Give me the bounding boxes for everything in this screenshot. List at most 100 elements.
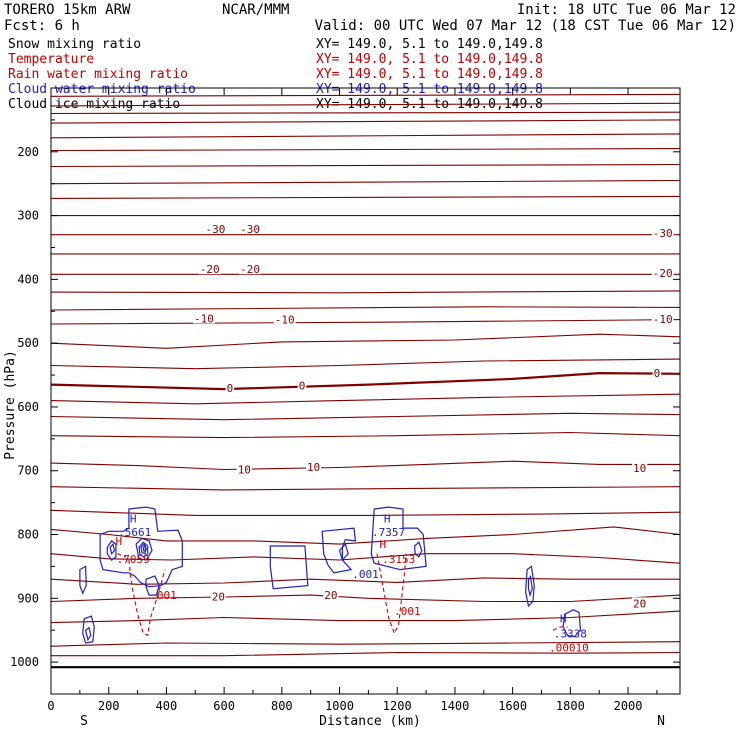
cloud-water-label: .3338	[554, 627, 587, 640]
temperature-label: 20	[212, 590, 225, 603]
y-tick-label: 600	[17, 400, 39, 414]
rain-label: .001	[394, 605, 421, 618]
temperature-label: 20	[633, 597, 646, 610]
temperature-label: 0	[654, 367, 661, 380]
temperature-contour	[51, 333, 680, 349]
field-name-cloud-ice: Cloud ice mixing ratio	[8, 97, 180, 112]
temperature-contour	[51, 371, 680, 391]
field-legend: Snow mixing ratio XY= 149.0, 5.1 to 149.…	[8, 37, 543, 112]
x-tick-label: 800	[271, 699, 293, 713]
temperature-label: -10	[275, 314, 295, 327]
temperature-label-bg	[198, 263, 221, 275]
cloud-water-contour	[135, 537, 153, 561]
cloud-water-contour	[321, 527, 357, 574]
x-tick-label: 1400	[440, 699, 469, 713]
y-tick-label: 200	[17, 145, 39, 159]
field-xy-temperature: XY= 149.0, 5.1 to 149.0,149.8	[316, 52, 543, 67]
rain-contour	[376, 553, 407, 635]
cloud-water-contour	[413, 541, 423, 558]
temperature-contour	[51, 651, 680, 657]
rain-label: .00010	[549, 641, 589, 654]
temperature-label: -30	[240, 223, 260, 236]
rain-label: .7059	[117, 553, 150, 566]
cloud-water-contour	[338, 542, 349, 562]
temperature-contour	[51, 393, 680, 405]
temperature-contour	[51, 102, 680, 107]
temperature-contour	[51, 509, 680, 516]
rain-contour	[552, 626, 568, 631]
temperature-label-bg	[652, 367, 662, 379]
temperature-contour	[51, 460, 680, 471]
temperature-contour	[51, 319, 680, 325]
temperature-contour	[51, 306, 680, 311]
temperature-contour	[51, 553, 680, 564]
temperature-contour	[51, 594, 680, 603]
cloud-water-label: H	[130, 513, 137, 526]
plot-area: -30 -30 -30 -20 -20 -20 -10 -10 -10 0 0 0 10 10 10 20 20…	[10, 87, 681, 713]
cloud-water-contour	[138, 541, 149, 558]
y-tick-label: 400	[17, 272, 39, 286]
x-tick-label: 600	[213, 699, 235, 713]
init-time: Init: 18 UTC Tue 06 Mar 12	[517, 2, 736, 18]
x-tick-label: 1000	[325, 699, 354, 713]
rain-label: .3153	[382, 553, 415, 566]
temperature-label-bg	[236, 463, 252, 475]
field-xy-rain: XY= 149.0, 5.1 to 149.0,149.8	[316, 67, 543, 82]
field-name-cloud-water: Cloud water mixing ratio	[8, 82, 196, 97]
field-xy-cloud-water: XY= 149.0, 5.1 to 149.0,149.8	[316, 82, 543, 97]
temperature-label: -20	[240, 263, 260, 276]
temperature-label-bg	[210, 590, 226, 602]
temperature-label: -20	[200, 263, 220, 276]
temperature-label: 10	[238, 463, 251, 476]
cloud-water-contour	[524, 565, 535, 608]
y-tick-label: 800	[17, 528, 39, 542]
temperature-label-bg	[225, 381, 235, 393]
cloud-water-contour	[106, 540, 117, 561]
cloud-water-label: .001	[352, 568, 379, 581]
cloud-water-contour	[82, 615, 95, 644]
temperature-contour	[51, 486, 680, 491]
temperature-contour	[51, 431, 680, 439]
valid-time: Valid: 00 UTC Wed 07 Mar 12 (18 CST Tue …	[315, 18, 736, 34]
temperature-label-bg	[239, 222, 261, 234]
cloud-water-contour	[562, 609, 582, 638]
y-tick-label: 300	[17, 209, 39, 223]
cloud-water-contour	[370, 506, 427, 571]
side-label-north: N	[657, 714, 665, 729]
y-tick-label: 700	[17, 464, 39, 478]
temperature-label-bg	[273, 313, 296, 325]
x-tick-label: 1800	[556, 699, 585, 713]
temperature-contours	[51, 93, 680, 669]
rain-label: H	[379, 538, 386, 551]
temperature-label-bg	[632, 597, 648, 609]
temperature-contour	[51, 163, 680, 168]
temperature-label-bg	[651, 266, 674, 278]
temperature-contour	[51, 93, 680, 97]
temperature-label-bg	[297, 379, 307, 391]
y-tick-label: 500	[17, 336, 39, 350]
temperature-contour	[51, 195, 680, 199]
rain-contour	[128, 559, 166, 637]
field-name-temperature: Temperature	[8, 52, 94, 67]
x-tick-label: 0	[47, 699, 54, 713]
cloud-water-contour	[99, 506, 183, 588]
plot-frame	[50, 87, 681, 695]
temperature-label: -20	[653, 267, 673, 280]
temperature-contour	[51, 610, 680, 624]
temperature-contour	[51, 412, 680, 421]
x-axis-label: Distance (km)	[319, 714, 421, 729]
temperature-contour	[51, 148, 680, 152]
cloud-water-contour	[269, 545, 309, 590]
cloud-water-contour	[79, 565, 87, 595]
temperature-label-bg	[305, 460, 322, 472]
x-axis-ticks: 0 200 400 600 800 1000 1200 1400 1600 1800 2000	[47, 88, 658, 713]
forecast-hour: Fcst: 6 h	[4, 18, 80, 34]
field-xy-snow: XY= 149.0, 5.1 to 149.0,149.8	[316, 37, 543, 52]
cloud-water-label: H	[560, 613, 567, 626]
temperature-label-bg	[193, 312, 215, 324]
y-tick-label: 1000	[10, 655, 39, 669]
temperature-label: 10	[307, 461, 320, 474]
cloud-water-contour	[109, 542, 116, 555]
